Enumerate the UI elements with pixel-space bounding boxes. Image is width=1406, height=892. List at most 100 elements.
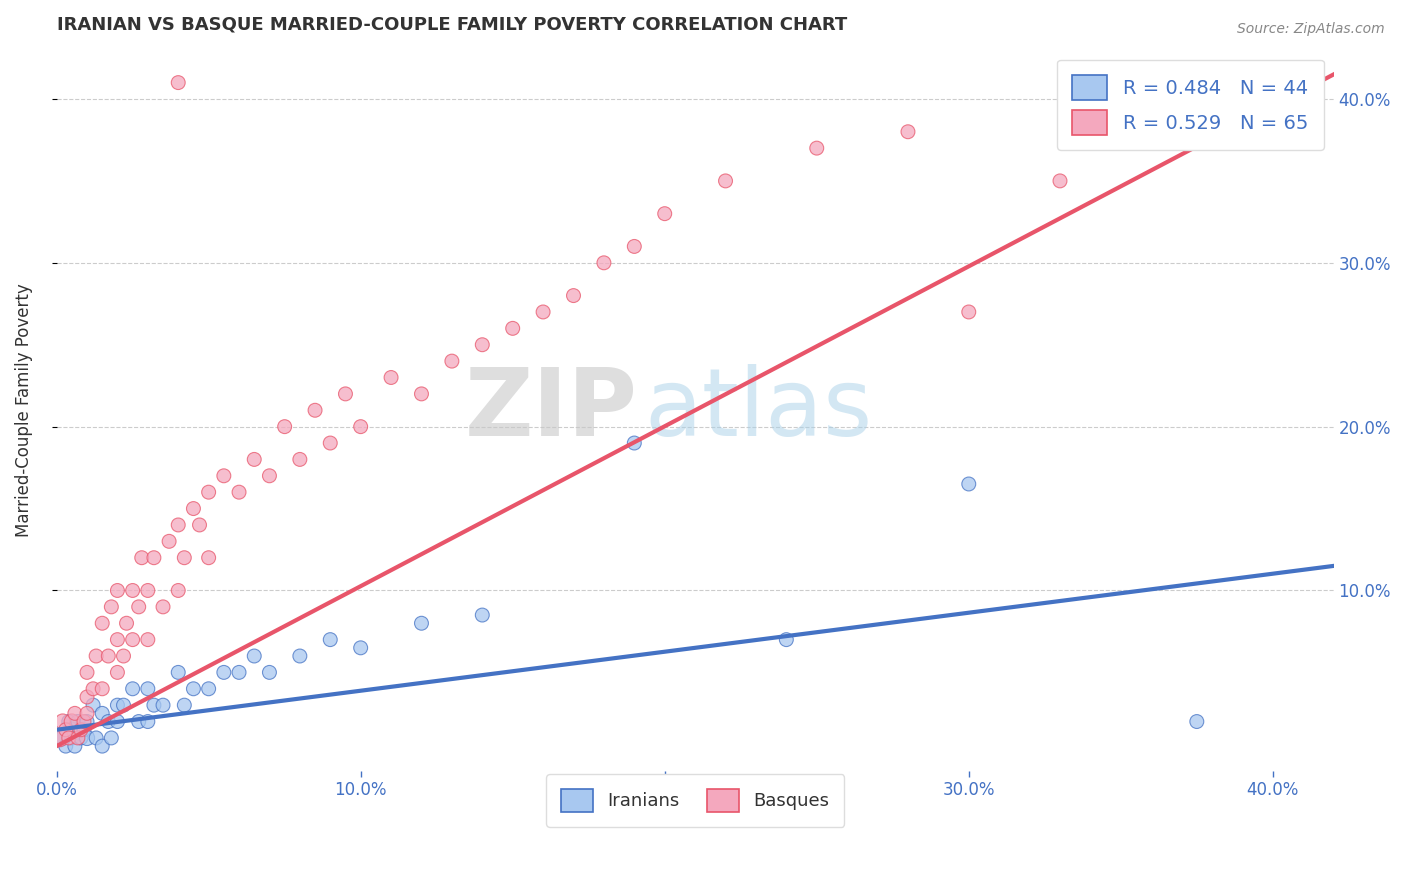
Point xyxy=(107,698,129,713)
Point xyxy=(212,665,235,680)
Point xyxy=(97,648,120,663)
Point xyxy=(91,681,114,696)
Point xyxy=(136,714,159,729)
Point xyxy=(188,518,211,533)
Point xyxy=(411,387,433,401)
Text: atlas: atlas xyxy=(644,364,872,457)
Point xyxy=(319,632,342,647)
Point xyxy=(142,550,165,565)
Text: ZIP: ZIP xyxy=(465,364,638,457)
Point xyxy=(107,632,129,647)
Point xyxy=(471,608,494,623)
Point xyxy=(52,731,75,745)
Point xyxy=(100,599,122,614)
Point xyxy=(562,288,585,302)
Point xyxy=(60,714,83,729)
Point xyxy=(76,731,98,745)
Legend: Iranians, Basques: Iranians, Basques xyxy=(546,774,844,827)
Point xyxy=(121,632,143,647)
Point xyxy=(623,239,645,253)
Point xyxy=(60,731,83,745)
Point xyxy=(100,731,122,745)
Point xyxy=(63,706,86,721)
Point xyxy=(173,550,195,565)
Point xyxy=(131,550,153,565)
Point xyxy=(76,714,98,729)
Point xyxy=(60,723,83,737)
Point xyxy=(58,714,80,729)
Point xyxy=(380,370,402,384)
Point xyxy=(91,616,114,631)
Point xyxy=(66,714,89,729)
Point xyxy=(167,518,190,533)
Point xyxy=(107,583,129,598)
Point xyxy=(212,468,235,483)
Point xyxy=(55,723,77,737)
Point xyxy=(63,739,86,753)
Point xyxy=(121,583,143,598)
Point xyxy=(128,599,150,614)
Point xyxy=(197,681,219,696)
Point xyxy=(107,714,129,729)
Point xyxy=(91,739,114,753)
Point xyxy=(775,632,797,647)
Point xyxy=(183,501,205,516)
Point xyxy=(411,616,433,631)
Point xyxy=(1185,714,1208,729)
Point xyxy=(73,714,96,729)
Point xyxy=(55,739,77,753)
Point xyxy=(183,681,205,696)
Point xyxy=(76,706,98,721)
Point xyxy=(82,681,104,696)
Point xyxy=(70,731,93,745)
Point xyxy=(115,616,138,631)
Point xyxy=(73,723,96,737)
Point xyxy=(273,419,295,434)
Point xyxy=(957,477,980,491)
Point xyxy=(76,690,98,704)
Point xyxy=(243,648,266,663)
Point xyxy=(502,321,524,335)
Text: Source: ZipAtlas.com: Source: ZipAtlas.com xyxy=(1237,22,1385,37)
Point xyxy=(58,731,80,745)
Point xyxy=(1049,174,1071,188)
Point xyxy=(136,583,159,598)
Point xyxy=(197,485,219,500)
Point xyxy=(82,698,104,713)
Point xyxy=(259,665,281,680)
Point xyxy=(654,207,676,221)
Point xyxy=(142,698,165,713)
Point xyxy=(167,583,190,598)
Point xyxy=(136,681,159,696)
Point xyxy=(288,648,311,663)
Point xyxy=(957,305,980,319)
Point xyxy=(70,723,93,737)
Point xyxy=(471,337,494,351)
Point xyxy=(440,354,463,368)
Point xyxy=(167,665,190,680)
Point xyxy=(319,436,342,450)
Y-axis label: Married-Couple Family Poverty: Married-Couple Family Poverty xyxy=(15,284,32,537)
Point xyxy=(107,665,129,680)
Point xyxy=(112,648,135,663)
Point xyxy=(84,648,107,663)
Point xyxy=(228,665,250,680)
Point xyxy=(52,714,75,729)
Point xyxy=(714,174,737,188)
Point xyxy=(112,698,135,713)
Point xyxy=(167,76,190,90)
Point xyxy=(350,419,373,434)
Point xyxy=(76,665,98,680)
Point xyxy=(128,714,150,729)
Text: IRANIAN VS BASQUE MARRIED-COUPLE FAMILY POVERTY CORRELATION CHART: IRANIAN VS BASQUE MARRIED-COUPLE FAMILY … xyxy=(56,15,846,33)
Point xyxy=(623,436,645,450)
Point xyxy=(228,485,250,500)
Point xyxy=(48,731,70,745)
Point xyxy=(97,714,120,729)
Point xyxy=(335,387,357,401)
Point xyxy=(531,305,554,319)
Point xyxy=(806,141,828,155)
Point xyxy=(304,403,326,417)
Point xyxy=(157,534,180,549)
Point xyxy=(897,125,920,139)
